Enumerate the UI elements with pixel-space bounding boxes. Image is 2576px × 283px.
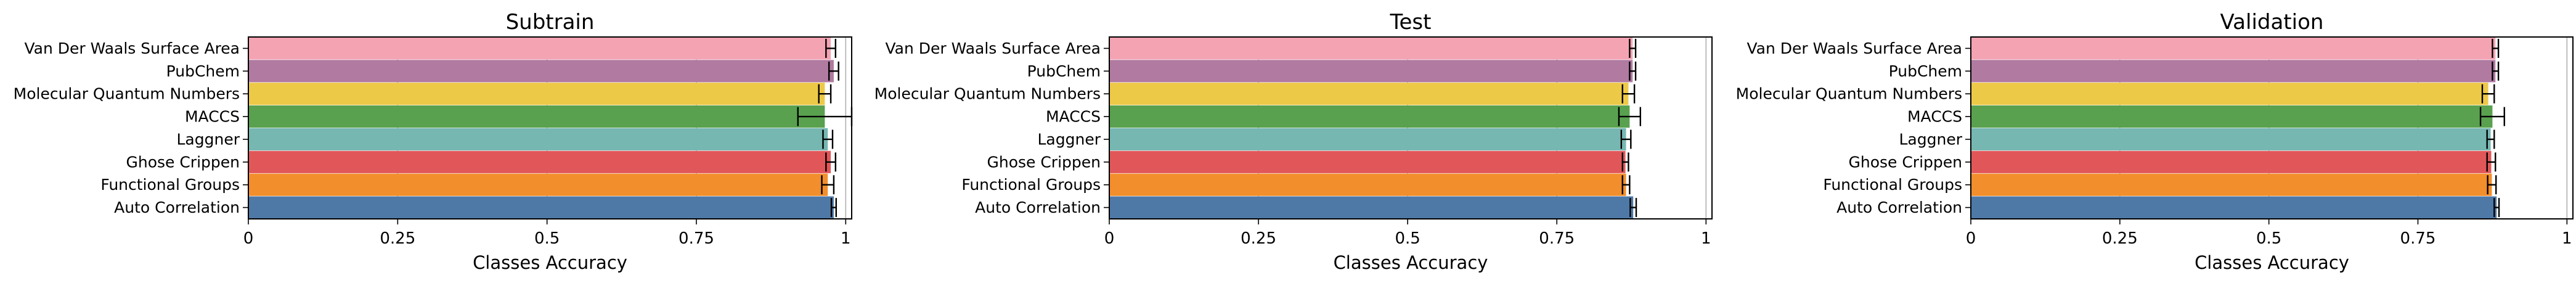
error-bar — [2492, 61, 2500, 81]
bar — [1971, 196, 2497, 219]
category-label: Ghose Crippen — [1848, 153, 1962, 171]
x-tick-label: 0 — [1104, 229, 1115, 248]
category-label: Van Der Waals Surface Area — [1747, 39, 1962, 57]
error-bar — [1629, 61, 1637, 81]
bar — [248, 150, 831, 173]
category-label: Laggner — [1038, 130, 1101, 148]
bar — [1109, 105, 1630, 128]
bar — [1109, 83, 1629, 105]
chart-panel-1: Van Der Waals Surface Area PubChem Molecul… — [874, 10, 1713, 273]
error-bar — [825, 38, 837, 58]
x-tick-label: 0.5 — [534, 229, 560, 248]
bar — [1109, 37, 1633, 60]
x-tick-label: 0.25 — [380, 229, 415, 248]
error-bar — [825, 152, 837, 172]
error-bar — [1618, 107, 1642, 126]
error-bar — [828, 61, 839, 81]
error-bar — [1620, 129, 1632, 149]
x-axis-label: Classes Accuracy — [1334, 252, 1488, 273]
category-label: Laggner — [177, 130, 240, 148]
bar — [1971, 83, 2488, 105]
bar — [1109, 150, 1626, 173]
bar — [1109, 60, 1633, 83]
chart-title: Validation — [2220, 10, 2324, 35]
category-label: MACCS — [185, 108, 240, 126]
error-bar — [1621, 175, 1631, 195]
category-label: Ghose Crippen — [987, 153, 1101, 171]
error-bar — [1621, 152, 1629, 172]
error-bar — [2486, 129, 2495, 149]
error-bar — [1629, 198, 1637, 218]
category-label: Auto Correlation — [114, 199, 240, 216]
x-axis-label: Classes Accuracy — [473, 252, 627, 273]
bar — [248, 128, 828, 151]
axes-frame — [248, 36, 852, 219]
category-label: PubChem — [1027, 62, 1101, 80]
category-label: Functional Groups — [1823, 176, 1962, 194]
error-bar — [2492, 38, 2500, 58]
bar — [1109, 128, 1626, 151]
error-bar — [822, 129, 834, 149]
error-bar — [2493, 198, 2500, 218]
bar — [1971, 128, 2491, 151]
error-bar — [2479, 107, 2505, 126]
bar — [248, 37, 831, 60]
x-tick-label: 0.75 — [1539, 229, 1575, 248]
category-label: Molecular Quantum Numbers — [14, 85, 240, 103]
x-tick-label: 0.25 — [2102, 229, 2138, 248]
axes-frame — [1109, 36, 1713, 219]
category-label: Functional Groups — [961, 176, 1101, 194]
error-bar — [830, 198, 837, 218]
chart-panel-0: Van Der Waals Surface Area PubChem Molecul… — [14, 10, 853, 273]
category-label: MACCS — [1907, 108, 1962, 126]
x-axis-label: Classes Accuracy — [2195, 252, 2349, 273]
bar — [248, 173, 828, 196]
x-tick-label: 1 — [2562, 229, 2572, 248]
category-label: Functional Groups — [100, 176, 240, 194]
bar — [248, 60, 834, 83]
error-bar — [2486, 152, 2497, 172]
error-bar — [1621, 84, 1636, 104]
x-tick-label: 0.75 — [2400, 229, 2436, 248]
category-label: Laggner — [1899, 130, 1963, 148]
bar — [1971, 105, 2493, 128]
error-bar — [821, 175, 835, 195]
category-label: Molecular Quantum Numbers — [874, 85, 1101, 103]
bar — [1109, 173, 1626, 196]
bar — [1971, 60, 2496, 83]
error-bar — [2487, 175, 2497, 195]
x-tick-label: 0 — [243, 229, 254, 248]
bar — [248, 196, 834, 219]
category-label: Ghose Crippen — [126, 153, 240, 171]
chart-title: Subtrain — [506, 10, 595, 35]
category-label: Auto Correlation — [975, 199, 1101, 216]
x-tick-label: 0.5 — [2256, 229, 2281, 248]
axes-frame — [1970, 36, 2574, 219]
chart-title: Test — [1390, 10, 1432, 35]
category-label: Molecular Quantum Numbers — [1736, 85, 1962, 103]
category-label: Van Der Waals Surface Area — [24, 39, 240, 57]
error-bar — [818, 84, 832, 104]
error-bar — [1629, 38, 1637, 58]
bar — [248, 105, 825, 128]
bar — [1971, 150, 2492, 173]
x-tick-label: 0.5 — [1395, 229, 1420, 248]
bar — [248, 83, 825, 105]
error-bar — [2481, 84, 2495, 104]
chart-panel-2: Van Der Waals Surface Area PubChem Molecul… — [1736, 10, 2574, 273]
category-label: PubChem — [166, 62, 240, 80]
bar — [1971, 37, 2496, 60]
x-tick-label: 0.25 — [1241, 229, 1276, 248]
x-tick-label: 0.75 — [679, 229, 714, 248]
category-label: MACCS — [1046, 108, 1101, 126]
category-label: PubChem — [1889, 62, 1962, 80]
category-label: Auto Correlation — [1836, 199, 1962, 216]
bar — [1971, 173, 2492, 196]
x-tick-label: 1 — [841, 229, 851, 248]
x-tick-label: 0 — [1966, 229, 1976, 248]
bar — [1109, 196, 1634, 219]
x-tick-label: 1 — [1701, 229, 1711, 248]
category-label: Van Der Waals Surface Area — [885, 39, 1101, 57]
